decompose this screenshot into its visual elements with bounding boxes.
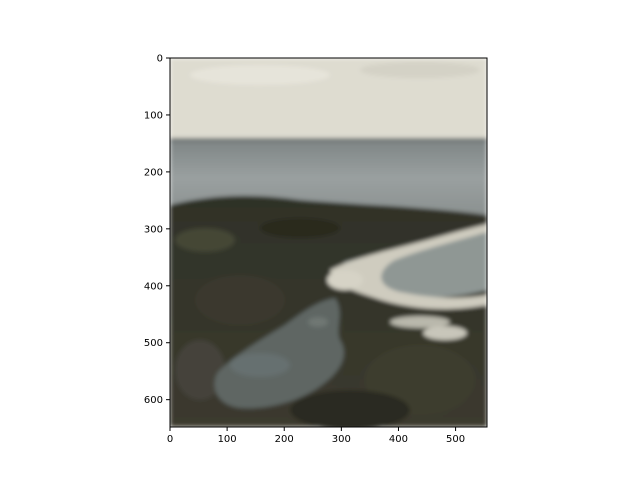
beach [330,224,487,310]
x-tick-label: 400 [389,434,408,445]
x-axis: 0 100 200 300 400 500 [167,427,465,445]
y-tick-label: 0 [157,54,163,65]
y-tick-label: 300 [144,224,163,235]
y-tick-label: 100 [144,110,163,121]
y-tick-label: 500 [144,338,163,349]
coastal-photo [170,58,487,427]
y-tick-label: 600 [144,395,163,406]
axes-frame [169,57,488,428]
y-axis: 0 100 200 300 400 500 600 [144,54,170,406]
x-tick-label: 100 [218,434,237,445]
y-tick-label: 200 [144,167,163,178]
x-tick-label: 300 [332,434,351,445]
x-tick-label: 500 [446,434,465,445]
y-tick-label: 400 [144,281,163,292]
x-tick-label: 0 [167,434,173,445]
x-tick-label: 200 [275,434,294,445]
